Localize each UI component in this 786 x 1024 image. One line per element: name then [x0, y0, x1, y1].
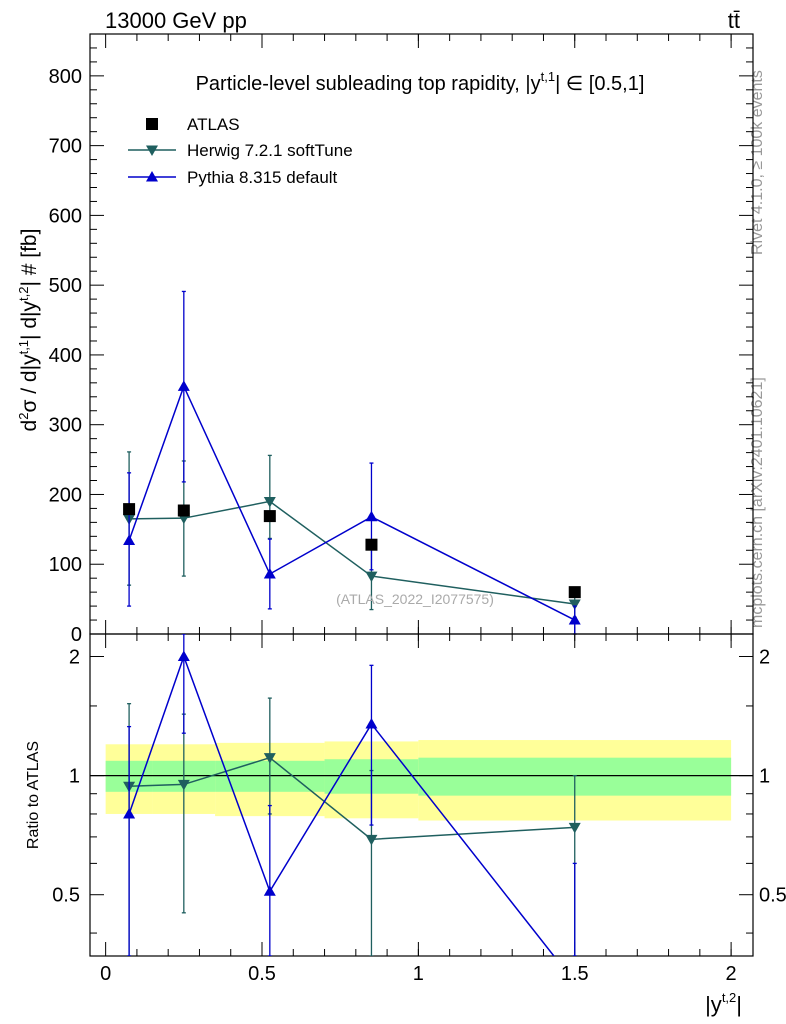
pythia-marker [568, 614, 581, 625]
ratio-y-tick-label: 2 [69, 647, 80, 669]
mcplots-label: mcplots.cern.ch [arXiv:2401.10621] [749, 377, 766, 628]
ratio-pythia-marker [177, 650, 190, 662]
ratio-pythia-marker [365, 718, 378, 729]
header-energy-label: 13000 GeV pp [105, 8, 247, 33]
ratio-x-tick-label: 0 [100, 963, 111, 985]
ratio-y-tick-label: 1 [69, 766, 80, 788]
main-y-tick-label: 200 [49, 484, 82, 506]
atlas-marker [263, 510, 276, 523]
ratio-pythia-marker [123, 807, 136, 819]
main-y-tick-label: 800 [49, 66, 82, 88]
watermark: (ATLAS_2022_I2077575) [336, 591, 494, 607]
ratio-herwig-marker [263, 753, 276, 764]
ratio-herwig-marker [177, 779, 190, 791]
pythia-marker [123, 534, 136, 546]
rivet-version-label: Rivet 4.1.0, ≥ 100k events [749, 70, 766, 255]
ratio-x-tick-label: 0.5 [248, 963, 276, 985]
pythia-marker [263, 568, 276, 579]
main-chart-title: Particle-level subleading top rapidity, … [196, 69, 645, 95]
header-process-label: tt̄ [728, 8, 740, 33]
ratio-plot-frame [89, 633, 754, 957]
atlas-marker [177, 504, 190, 517]
legend-entry-label: ATLAS [187, 115, 240, 134]
ratio-panel: Ratio to ATLAS 0.5 0.5 1 1 2 2 0 0.5 1 1.5 2 |yt,2… [25, 633, 786, 1017]
atlas-marker [365, 538, 378, 551]
main-panel: d2σ / d|yt,1| d|yt,2| # [fb] Particle-le… [16, 33, 754, 646]
ratio-y-tick-label: 0.5 [52, 885, 80, 907]
legend-entry-label: Herwig 7.2.1 softTune [187, 141, 353, 160]
ratio-x-tick-label: 2 [726, 963, 737, 985]
herwig-marker [365, 571, 378, 583]
ratio-pythia-marker [263, 885, 276, 896]
ratio-herwig-marker [365, 834, 378, 846]
main-y-tick-label: 300 [49, 415, 82, 437]
ratio-x-tick-label: 1 [413, 963, 424, 985]
main-y-axis-label: d2σ / d|yt,1| d|yt,2| # [fb] [16, 229, 41, 432]
main-y-tick-label: 600 [49, 205, 82, 227]
legend-herwig-marker [146, 145, 158, 156]
main-y-tick-label: 700 [49, 136, 82, 158]
main-y-tick-label: 100 [49, 554, 82, 576]
pythia-marker [177, 380, 190, 391]
herwig-marker [263, 496, 276, 508]
x-axis-label: |yt,2| [705, 990, 742, 1017]
atlas-marker [568, 586, 581, 599]
legend-entry-label: Pythia 8.315 default [187, 168, 338, 187]
pythia-line [128, 384, 576, 621]
legend-atlas-marker [146, 118, 158, 130]
ratio-series-group [123, 634, 581, 956]
main-y-tick-label: 0 [71, 624, 82, 646]
ratio-y-axis-label: Ratio to ATLAS [25, 741, 42, 849]
pythia-marker [365, 510, 378, 522]
herwig-line [129, 500, 575, 605]
ratio-y-tick-label-right: 1 [759, 766, 770, 788]
ratio-x-tick-label: 1.5 [561, 963, 589, 985]
main-y-tick-label: 400 [49, 345, 82, 367]
ratio-y-tick-label-right: 0.5 [759, 885, 786, 907]
herwig-marker [568, 599, 581, 610]
main-y-tick-label: 500 [49, 275, 82, 297]
ratio-y-tick-label-right: 2 [759, 647, 770, 669]
atlas-marker [123, 503, 136, 516]
legend-pythia-marker [146, 171, 158, 182]
ratio-herwig-marker [568, 822, 581, 834]
